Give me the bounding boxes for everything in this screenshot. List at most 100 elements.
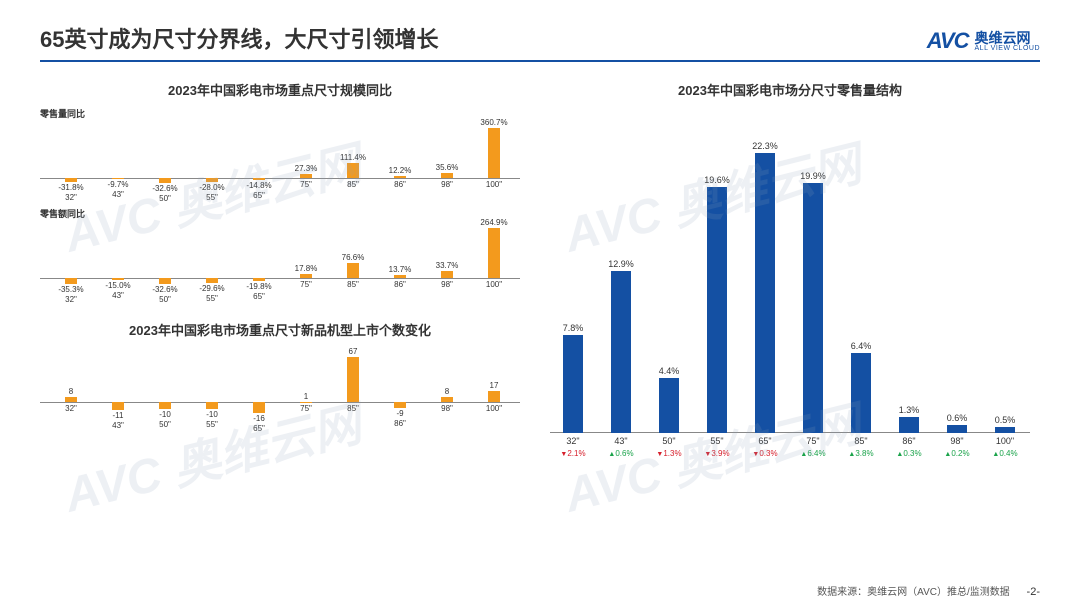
delta-value: ▼2.1% [549,449,597,458]
bar-category: 100" [986,436,1024,449]
bar-category: 43" [99,190,137,199]
bar-category: 100" [475,404,513,413]
bar [899,417,919,433]
bar-category: 75" [287,180,325,189]
bar-value: -14.8% [234,181,284,190]
bar [488,391,500,402]
bar-category: 86" [890,436,928,449]
bar [441,173,453,178]
bar-category: 98" [428,280,466,289]
bar [441,397,453,402]
bar-value: 17.8% [281,264,331,273]
bar-value: 264.9% [469,218,519,227]
bar [112,278,124,281]
bar-value: 27.3% [281,164,331,173]
chart-volume-yoy: -31.8%32"-9.7%43"-32.6%50"-28.0%55"-14.8… [40,124,520,199]
bar-category: 85" [334,180,372,189]
bar [206,278,218,284]
bar-value: 13.7% [375,265,425,274]
bar-category: 50" [650,436,688,449]
bar-value: 1 [281,392,331,401]
chart-new-models: 832"-1143"-1050"-1055"-1665"175"6785"-98… [40,353,520,429]
bar [300,274,312,277]
bar-category: 43" [99,421,137,430]
bar-category: 98" [428,404,466,413]
bar [159,278,171,284]
delta-value: ▲0.6% [597,449,645,458]
bar-category: 32" [52,193,90,202]
bar [112,402,124,409]
logo-text: 奥维云网 ALL VIEW CLOUD [975,31,1040,52]
logo: AVC 奥维云网 ALL VIEW CLOUD [927,28,1040,54]
bar [300,402,312,403]
bar-category: 65" [240,424,278,433]
bar [159,178,171,183]
delta-value: ▼1.3% [645,449,693,458]
bar [159,402,171,409]
bar-category: 100" [475,180,513,189]
bar-category: 55" [193,294,231,303]
delta-value: ▲0.2% [933,449,981,458]
bar-category: 98" [938,436,976,449]
bar-category: 65" [240,292,278,301]
logo-en: ALL VIEW CLOUD [975,45,1040,52]
bar-value: -15.0% [93,281,143,290]
bar [253,178,265,180]
delta-value: ▼0.3% [741,449,789,458]
bar [394,176,406,178]
bar-category: 50" [146,194,184,203]
bar-value: -28.0% [187,183,237,192]
header: 65英寸成为尺寸分界线，大尺寸引领增长 AVC 奥维云网 ALL VIEW CL… [40,22,1040,62]
page-title: 65英寸成为尺寸分界线，大尺寸引领增长 [40,22,438,54]
bar-category: 85" [334,404,372,413]
bar [347,263,359,277]
bar [300,174,312,178]
bar [253,402,265,413]
bar [347,163,359,178]
page-number: -2- [1027,586,1040,598]
bar [755,153,775,433]
bar-value: 8 [46,387,96,396]
bar [488,228,500,278]
bar-category: 65" [746,436,784,449]
bar-value: 12.2% [375,166,425,175]
bar-value: 111.4% [328,153,378,162]
bar-value: 4.4% [645,366,693,376]
bar [563,335,583,433]
bar-category: 86" [381,280,419,289]
bar [394,275,406,278]
bar [65,178,77,182]
bar-category: 32" [52,404,90,413]
bar-category: 86" [381,180,419,189]
footer: 数据来源：奥维云网（AVC）推总/监测数据 -2- [817,583,1040,598]
bar-category: 75" [794,436,832,449]
bar-value: -9 [375,409,425,418]
bar [112,178,124,179]
bar-value: 7.8% [549,323,597,333]
bar-category: 50" [146,420,184,429]
bar-value: -11 [93,411,143,420]
bar-category: 65" [240,191,278,200]
page: 65英寸成为尺寸分界线，大尺寸引领增长 AVC 奥维云网 ALL VIEW CL… [0,0,1080,608]
left-title-1: 2023年中国彩电市场重点尺寸规模同比 [40,80,520,99]
bar-value: -10 [187,410,237,419]
bar-value: -31.8% [46,183,96,192]
bar [851,353,871,433]
bar-category: 86" [381,419,419,428]
bar [659,378,679,433]
bar-value: 0.5% [981,415,1029,425]
bar-value: 33.7% [422,261,472,270]
bar-category: 85" [334,280,372,289]
chart2-label: 零售额同比 [40,207,520,220]
bar [347,357,359,402]
delta-value: ▼3.9% [693,449,741,458]
bar [611,271,631,433]
bar-value: 6.4% [837,341,885,351]
bar-value: -29.6% [187,284,237,293]
bar-category: 50" [146,295,184,304]
bar [65,278,77,285]
bar-category: 55" [193,420,231,429]
chart1-label: 零售量同比 [40,107,520,120]
data-source: 数据来源：奥维云网（AVC）推总/监测数据 [817,587,1010,598]
bar [206,402,218,409]
